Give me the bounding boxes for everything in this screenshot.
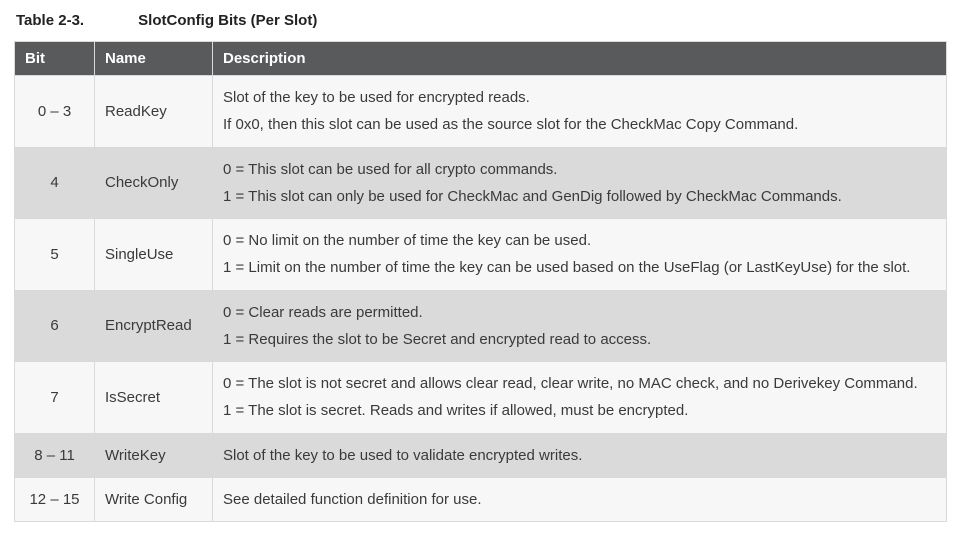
cell-bit: 5 — [15, 219, 95, 291]
cell-bit: 6 — [15, 290, 95, 362]
cell-description: 0 = Clear reads are permitted. 1 = Requir… — [213, 290, 947, 362]
cell-bit: 7 — [15, 362, 95, 434]
table-row: 12 – 15Write Config See detailed function… — [15, 477, 947, 521]
table-body: 0 – 3ReadKey Slot of the key to be used f… — [15, 76, 947, 522]
table-row: 7IsSecret 0 = The slot is not secret and … — [15, 362, 947, 434]
cell-name: IsSecret — [95, 362, 213, 434]
cell-name: EncryptRead — [95, 290, 213, 362]
description-line: 0 = The slot is not secret and allows cl… — [223, 372, 936, 395]
slotconfig-table: Bit Name Description 0 – 3ReadKey Slot of… — [14, 41, 947, 522]
cell-description: 0 = The slot is not secret and allows cl… — [213, 362, 947, 434]
table-caption: Table 2-3. SlotConfig Bits (Per Slot) — [16, 12, 947, 29]
table-header-row: Bit Name Description — [15, 42, 947, 76]
col-name: Name — [95, 42, 213, 76]
table-row: 5SingleUse 0 = No limit on the number of … — [15, 219, 947, 291]
cell-name: CheckOnly — [95, 147, 213, 219]
table-row: 0 – 3ReadKey Slot of the key to be used f… — [15, 76, 947, 148]
description-line: Slot of the key to be used for encrypted… — [223, 86, 936, 109]
col-desc: Description — [213, 42, 947, 76]
cell-description: Slot of the key to be used for encrypted… — [213, 76, 947, 148]
description-line: 0 = No limit on the number of time the k… — [223, 229, 936, 252]
cell-description: 0 = No limit on the number of time the k… — [213, 219, 947, 291]
table-row: 8 – 11WriteKey Slot of the key to be used… — [15, 433, 947, 477]
description-line: 1 = This slot can only be used for Check… — [223, 185, 936, 208]
description-line: 1 = Limit on the number of time the key … — [223, 256, 936, 279]
cell-description: Slot of the key to be used to validate e… — [213, 433, 947, 477]
col-bit: Bit — [15, 42, 95, 76]
cell-description: 0 = This slot can be used for all crypto… — [213, 147, 947, 219]
cell-name: ReadKey — [95, 76, 213, 148]
table-row: 6EncryptRead0 = Clear reads are permitte… — [15, 290, 947, 362]
description-line: 0 = This slot can be used for all crypto… — [223, 158, 936, 181]
cell-name: SingleUse — [95, 219, 213, 291]
table-title: SlotConfig Bits (Per Slot) — [138, 12, 317, 29]
description-line: 0 = Clear reads are permitted. — [223, 301, 936, 324]
cell-name: WriteKey — [95, 433, 213, 477]
cell-name: Write Config — [95, 477, 213, 521]
cell-bit: 8 – 11 — [15, 433, 95, 477]
description-line: Slot of the key to be used to validate e… — [223, 444, 936, 467]
cell-description: See detailed function definition for use… — [213, 477, 947, 521]
description-line: 1 = The slot is secret. Reads and writes… — [223, 399, 936, 422]
description-line: 1 = Requires the slot to be Secret and e… — [223, 328, 936, 351]
cell-bit: 12 – 15 — [15, 477, 95, 521]
cell-bit: 0 – 3 — [15, 76, 95, 148]
cell-bit: 4 — [15, 147, 95, 219]
table-number: Table 2-3. — [16, 12, 134, 29]
table-row: 4CheckOnly 0 = This slot can be used for … — [15, 147, 947, 219]
description-line: If 0x0, then this slot can be used as th… — [223, 113, 936, 136]
description-line: See detailed function definition for use… — [223, 488, 936, 511]
